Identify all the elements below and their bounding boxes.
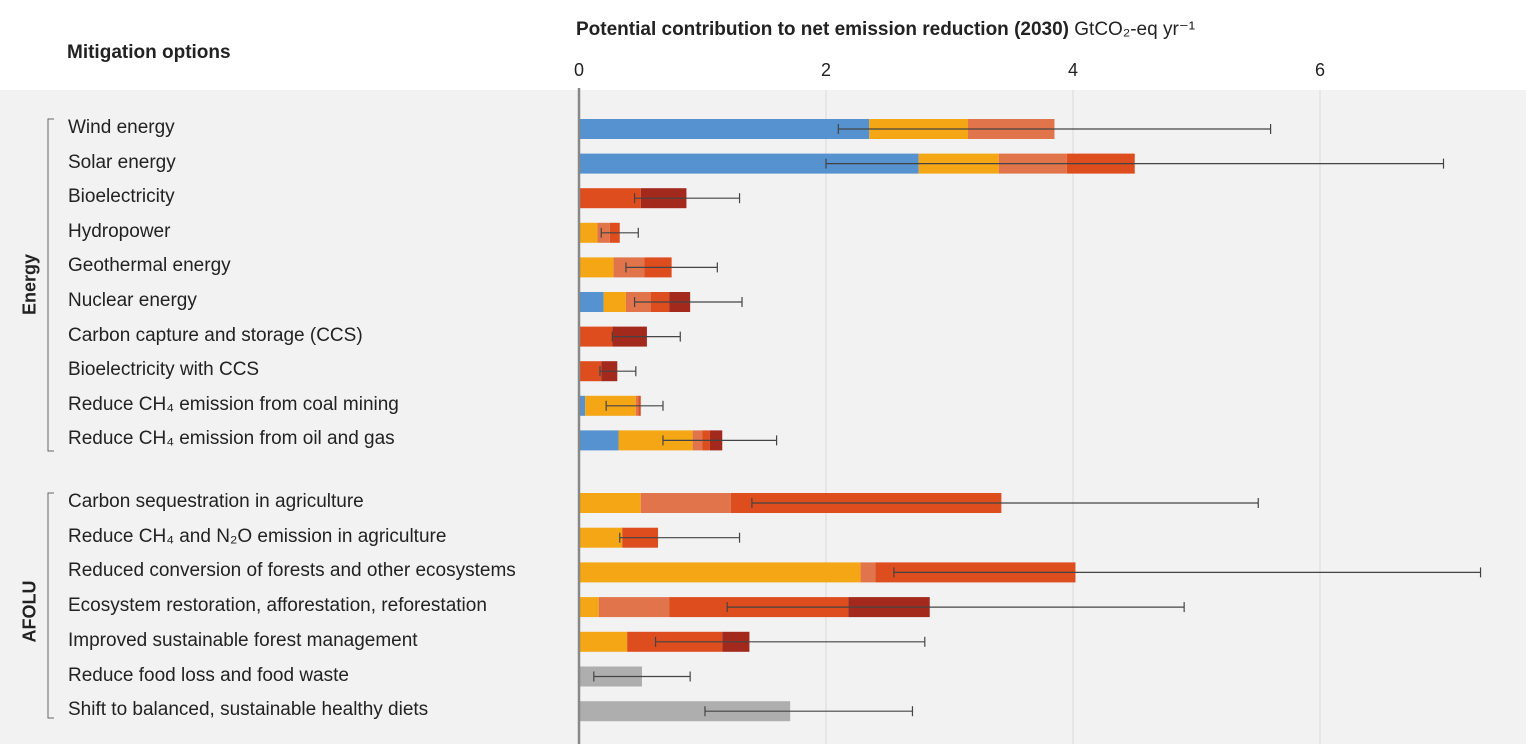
row-label-8: Reduce CH₄ emission from coal mining	[68, 393, 399, 415]
mitigation-options-header: Mitigation options	[67, 42, 231, 63]
bar-segment-1-0-blue	[579, 153, 919, 174]
bar-segment-11-0-yellow	[579, 527, 623, 548]
row-label-10: Carbon sequestration in agriculture	[68, 491, 364, 512]
bar-segment-2-0-red	[579, 188, 641, 209]
bar-segment-9-1-yellow	[618, 430, 693, 451]
chart-title-unit: GtCO₂-eq yr⁻¹	[1069, 19, 1196, 40]
bar-segment-10-1-orange	[640, 493, 731, 513]
bar-segment-14-0-yellow	[579, 631, 628, 652]
row-label-9: Reduce CH₄ emission from oil and gas	[68, 428, 395, 450]
row-label-15: Reduce food loss and food waste	[68, 664, 349, 686]
bar-segment-8-0-blue	[579, 395, 586, 416]
row-label-1: Solar energy	[68, 151, 176, 173]
chart-title: Potential contribution to net emission r…	[576, 18, 1195, 41]
bar-segment-12-0-yellow	[579, 562, 861, 583]
row-label-7: Bioelectricity with CCS	[68, 359, 260, 381]
row-label-13: Ecosystem restoration, afforestation, re…	[68, 595, 487, 617]
bar-segment-13-1-orange	[598, 597, 670, 618]
bar-segment-9-0-blue	[579, 430, 619, 451]
row-label-3: Hydropower	[68, 220, 171, 242]
row-label-11: Reduce CH₄ and N₂O emission in agricultu…	[68, 525, 447, 547]
bar-segment-3-0-yellow	[579, 222, 598, 243]
bar-segment-12-1-orange	[860, 562, 876, 583]
bar-segment-4-0-yellow	[579, 257, 614, 278]
row-label-16: Shift to balanced, sustainable healthy d…	[68, 699, 429, 721]
chart-panel-background	[0, 90, 1526, 744]
bar-segment-13-0-yellow	[579, 597, 599, 618]
bar-segment-5-0-blue	[579, 292, 604, 312]
row-label-4: Geothermal energy	[68, 255, 231, 277]
chart-title-text: Potential contribution to net emission r…	[576, 19, 1069, 40]
x-tick-label-0: 0	[574, 60, 584, 80]
row-label-0: Wind energy	[68, 117, 175, 138]
row-label-6: Carbon capture and storage (CCS)	[68, 324, 363, 346]
group-bracket-energy	[47, 118, 54, 452]
bar-segment-7-0-red	[579, 361, 602, 382]
bar-segment-16-0-grey	[579, 701, 791, 722]
row-label-5: Nuclear energy	[68, 290, 197, 311]
x-tick-label-6: 6	[1315, 60, 1325, 80]
row-label-12: Reduced conversion of forests and other …	[68, 560, 516, 582]
bar-segment-10-0-yellow	[579, 493, 641, 513]
row-label-2: Bioelectricity	[68, 186, 175, 208]
group-bracket-afolu	[47, 492, 54, 719]
bar-segment-6-0-red	[579, 326, 613, 347]
x-tick-label-4: 4	[1068, 60, 1078, 80]
bar-segment-5-1-yellow	[603, 292, 626, 312]
bar-segment-0-0-blue	[579, 119, 870, 139]
x-tick-label-2: 2	[821, 60, 831, 80]
row-label-14: Improved sustainable forest management	[68, 629, 418, 651]
